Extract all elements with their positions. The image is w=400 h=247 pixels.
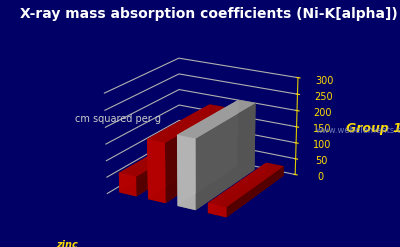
Text: X-ray mass absorption coefficients (Ni-K[alpha]): X-ray mass absorption coefficients (Ni-K… <box>20 7 398 21</box>
